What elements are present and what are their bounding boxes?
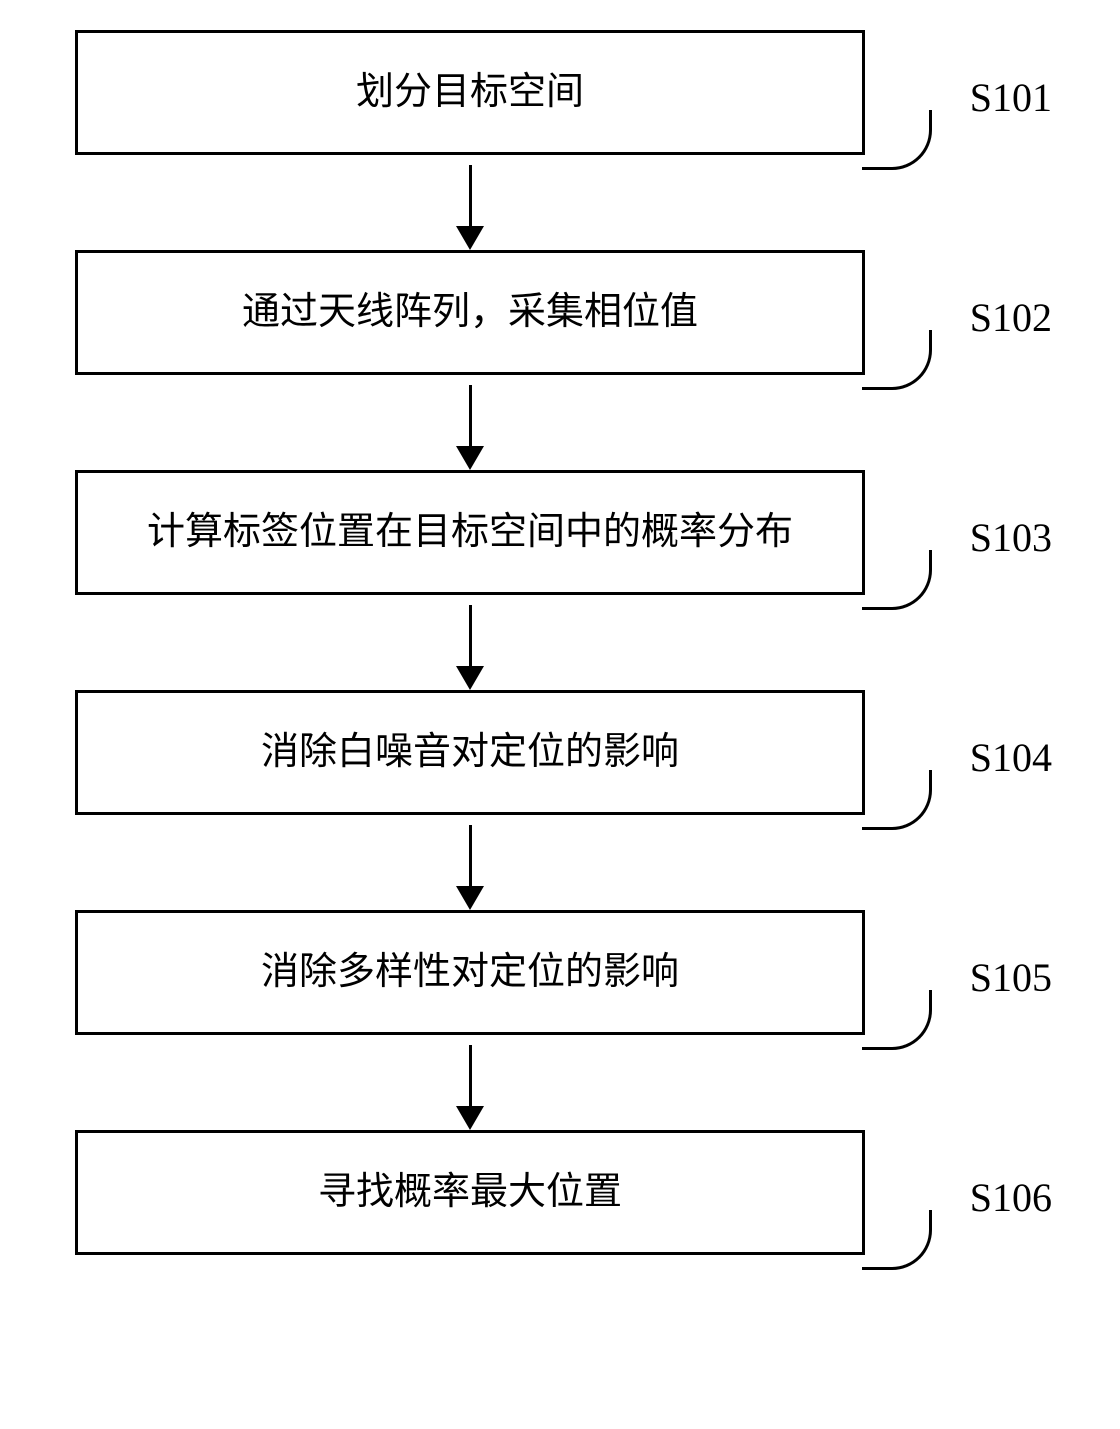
step-label: S103	[970, 512, 1052, 564]
arrow	[75, 155, 865, 250]
step-label: S105	[970, 952, 1052, 1004]
arrow-head	[456, 1106, 484, 1130]
step-text: 寻找概率最大位置	[318, 1168, 622, 1217]
step-box-s105: 消除多样性对定位的影响 S105	[75, 910, 865, 1035]
arrow	[75, 595, 865, 690]
step-box-s104: 消除白噪音对定位的影响 S104	[75, 690, 865, 815]
flowchart-container: 划分目标空间 S101 通过天线阵列，采集相位值 S102 计算标签位置在目标空…	[75, 30, 955, 1255]
label-connector	[862, 1210, 932, 1270]
label-connector	[862, 990, 932, 1050]
step-label: S106	[970, 1172, 1052, 1224]
step-text: 计算标签位置在目标空间中的概率分布	[147, 508, 793, 557]
arrow	[75, 1035, 865, 1130]
arrow	[75, 815, 865, 910]
arrow-head	[456, 666, 484, 690]
label-connector	[862, 330, 932, 390]
label-connector	[862, 770, 932, 830]
arrow-head	[456, 886, 484, 910]
step-box-s101: 划分目标空间 S101	[75, 30, 865, 155]
arrow	[75, 375, 865, 470]
step-label: S101	[970, 72, 1052, 124]
arrow-head	[456, 446, 484, 470]
step-text: 消除多样性对定位的影响	[261, 948, 679, 997]
label-connector	[862, 110, 932, 170]
step-text: 通过天线阵列，采集相位值	[242, 288, 698, 337]
step-text: 划分目标空间	[356, 68, 584, 117]
step-label: S104	[970, 732, 1052, 784]
arrow-head	[456, 226, 484, 250]
step-box-s102: 通过天线阵列，采集相位值 S102	[75, 250, 865, 375]
step-text: 消除白噪音对定位的影响	[261, 728, 679, 777]
label-connector	[862, 550, 932, 610]
step-box-s103: 计算标签位置在目标空间中的概率分布 S103	[75, 470, 865, 595]
step-box-s106: 寻找概率最大位置 S106	[75, 1130, 865, 1255]
step-label: S102	[970, 292, 1052, 344]
